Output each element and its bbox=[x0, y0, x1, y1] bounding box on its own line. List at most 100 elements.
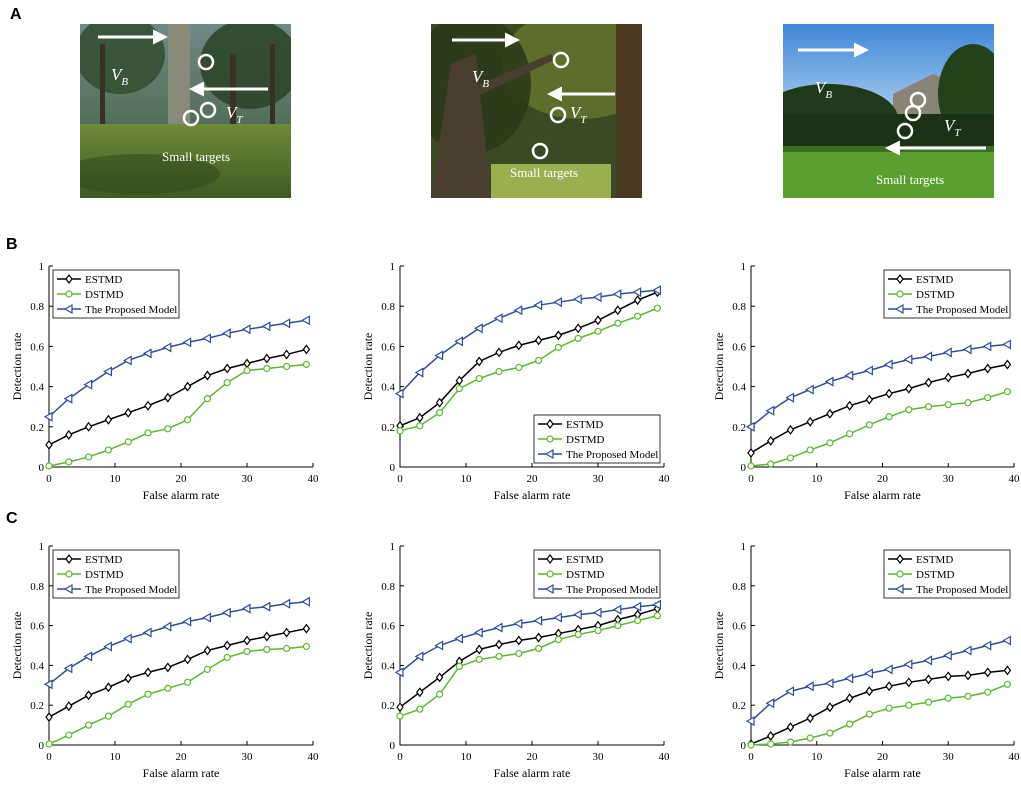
data-point bbox=[104, 712, 113, 720]
x-tick-label: 30 bbox=[242, 473, 254, 485]
y-tick-label: 0.4 bbox=[732, 660, 746, 672]
data-point bbox=[302, 642, 310, 651]
data-point bbox=[263, 353, 271, 364]
data-point bbox=[767, 740, 775, 748]
data-point bbox=[513, 305, 523, 316]
data-point bbox=[806, 446, 814, 454]
data-point bbox=[63, 663, 73, 674]
data-point bbox=[594, 626, 602, 635]
data-point bbox=[124, 438, 132, 446]
x-tick-label: 0 bbox=[397, 751, 403, 763]
y-tick-label: 0.4 bbox=[381, 660, 395, 672]
legend-marker bbox=[546, 570, 554, 578]
data-point bbox=[435, 672, 444, 683]
scene-photo-1 bbox=[80, 24, 291, 198]
series-dstmd bbox=[45, 360, 310, 470]
data-point bbox=[221, 607, 231, 618]
x-tick-label: 40 bbox=[308, 751, 320, 763]
legend-label: DSTMD bbox=[85, 569, 124, 581]
data-point bbox=[964, 368, 972, 379]
data-point bbox=[263, 364, 271, 373]
data-point bbox=[495, 639, 503, 650]
data-point bbox=[43, 679, 53, 690]
series-line bbox=[750, 669, 1008, 745]
y-tick-label: 0.2 bbox=[732, 700, 746, 712]
data-point bbox=[534, 335, 543, 346]
y-tick-label: 0.6 bbox=[732, 341, 746, 353]
data-point bbox=[435, 690, 444, 698]
data-point bbox=[1002, 635, 1012, 646]
data-point bbox=[652, 599, 661, 610]
data-point bbox=[983, 667, 992, 678]
data-point bbox=[164, 684, 172, 692]
data-point bbox=[804, 384, 814, 395]
data-point bbox=[65, 429, 73, 440]
data-point bbox=[964, 399, 972, 407]
data-point bbox=[164, 392, 172, 403]
data-point bbox=[162, 621, 172, 632]
scene-photo-3 bbox=[783, 24, 994, 198]
data-point bbox=[846, 720, 854, 728]
legend-marker bbox=[896, 274, 904, 284]
x-tick-label: 30 bbox=[593, 751, 605, 763]
x-tick-label: 40 bbox=[659, 751, 671, 763]
chart-c2: 0 0.2 0.4 0.6 0.8 1 0 10 20 30 40 False alarm rate D… bbox=[352, 540, 672, 785]
vt-subscript: T bbox=[580, 114, 587, 126]
x-tick-label: 30 bbox=[593, 473, 605, 485]
vt-label: V bbox=[226, 103, 239, 122]
data-point bbox=[865, 686, 874, 697]
data-point bbox=[184, 416, 192, 424]
y-axis-label: Detection rate bbox=[10, 612, 24, 680]
data-point bbox=[83, 651, 93, 662]
series-the-proposed-model bbox=[43, 315, 310, 422]
data-point bbox=[263, 631, 271, 642]
series-line bbox=[399, 289, 658, 395]
data-point bbox=[183, 381, 192, 392]
data-point bbox=[574, 630, 582, 639]
data-point bbox=[142, 348, 152, 359]
data-point bbox=[434, 350, 444, 361]
data-point bbox=[747, 741, 755, 749]
data-point bbox=[144, 690, 152, 698]
legend: ESTMD DSTMD The Proposed Model bbox=[52, 549, 180, 599]
data-point bbox=[574, 323, 582, 334]
data-point bbox=[282, 349, 291, 360]
series-estmd bbox=[396, 287, 662, 431]
data-point bbox=[826, 439, 834, 447]
panel-label-c: C bbox=[6, 510, 18, 527]
legend-marker bbox=[544, 583, 554, 595]
data-point bbox=[495, 652, 503, 661]
data-point bbox=[184, 678, 192, 686]
panel-label-a: A bbox=[10, 6, 22, 23]
data-point bbox=[435, 397, 444, 408]
y-tick-label: 0.2 bbox=[30, 422, 44, 434]
data-point bbox=[202, 612, 211, 623]
grass-field bbox=[491, 164, 611, 198]
data-point bbox=[182, 616, 192, 627]
data-point bbox=[905, 677, 913, 688]
data-point bbox=[182, 337, 192, 348]
legend-label: DSTMD bbox=[916, 569, 955, 581]
series-line bbox=[399, 291, 658, 427]
y-tick-label: 0 bbox=[741, 740, 747, 752]
series-estmd bbox=[747, 359, 1012, 458]
data-point bbox=[162, 342, 172, 353]
data-point bbox=[495, 367, 503, 376]
small-targets-caption: Small targets bbox=[162, 149, 230, 164]
data-point bbox=[747, 462, 755, 470]
data-point bbox=[572, 294, 582, 305]
data-point bbox=[455, 662, 464, 670]
data-point bbox=[394, 388, 404, 399]
target-marker bbox=[904, 104, 922, 122]
legend-label: DSTMD bbox=[566, 569, 605, 581]
data-point bbox=[905, 701, 913, 709]
data-point bbox=[885, 413, 893, 421]
data-point bbox=[806, 734, 814, 742]
legend-marker bbox=[546, 435, 554, 443]
data-point bbox=[962, 645, 972, 656]
legend-box bbox=[52, 549, 180, 599]
data-point bbox=[785, 686, 795, 697]
data-point bbox=[84, 690, 93, 701]
x-tick-label: 10 bbox=[110, 473, 122, 485]
data-point bbox=[65, 731, 73, 739]
